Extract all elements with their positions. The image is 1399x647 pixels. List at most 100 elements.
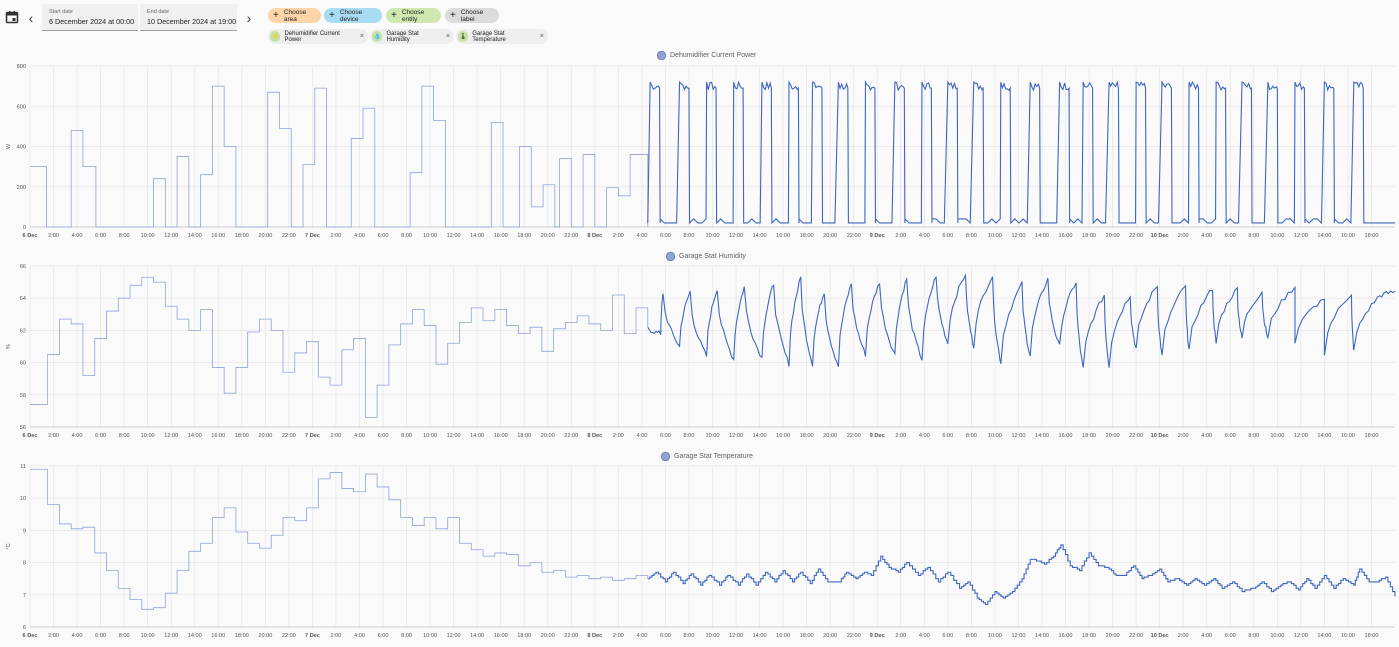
x-tick-label: 4:00 xyxy=(72,433,83,439)
start-date-field[interactable]: Start date 6 December 2024 at 00:00 xyxy=(42,4,138,31)
series-line-dense xyxy=(647,80,1395,225)
power-chart[interactable]: 6 Dec 2:00 4:00 6:00 8:00 10:00 12:00 14:00 16:0… xyxy=(0,60,1399,242)
choose-area-label: Choose area xyxy=(283,8,307,23)
x-tick-label: 22:00 xyxy=(847,633,861,639)
x-tick-label: 2:00 xyxy=(1178,233,1189,239)
x-tick-label: 10:00 xyxy=(988,233,1002,239)
x-tick-label: 4:00 xyxy=(1201,433,1212,439)
plus-icon: + xyxy=(329,9,335,21)
x-tick-label: 8:00 xyxy=(401,233,412,239)
x-tick-label: 4:00 xyxy=(919,433,930,439)
toolbar: ‹ Start date 6 December 2024 at 00:00 En… xyxy=(0,0,1399,50)
x-tick-label: 14:00 xyxy=(1317,433,1331,439)
x-tick-label: 10:00 xyxy=(423,633,437,639)
close-icon[interactable]: × xyxy=(445,33,450,40)
start-date-label: Start date xyxy=(49,9,73,15)
calendar-icon[interactable] xyxy=(5,10,19,24)
legend-garage-humidity[interactable]: Garage Stat Humidity xyxy=(666,252,746,261)
thermometer-icon: 🌡 xyxy=(458,31,469,42)
close-icon[interactable]: × xyxy=(359,33,364,40)
x-tick-label: 6:00 xyxy=(660,633,671,639)
y-tick-label: 0 xyxy=(23,225,26,231)
x-tick-label: 9 Dec xyxy=(870,233,885,239)
choose-device-button[interactable]: + Choose device xyxy=(324,8,382,23)
x-tick-label: 6:00 xyxy=(1225,233,1236,239)
chart-title: Garage Stat Temperature xyxy=(674,453,753,460)
temperature-chart[interactable]: 6 Dec 2:00 4:00 6:00 8:00 10:00 12:00 14:00 16:0… xyxy=(0,460,1399,642)
x-tick-label: 4:00 xyxy=(919,233,930,239)
x-tick-label: 10:00 xyxy=(423,433,437,439)
x-tick-label: 16:00 xyxy=(1341,433,1355,439)
x-tick-label: 22:00 xyxy=(1129,433,1143,439)
x-tick-label: 16:00 xyxy=(494,233,508,239)
x-tick-label: 8 Dec xyxy=(587,633,602,639)
x-tick-label: 6:00 xyxy=(95,433,106,439)
lightning-icon: ⚡ xyxy=(270,31,281,42)
x-tick-label: 14:00 xyxy=(470,633,484,639)
x-tick-label: 6:00 xyxy=(378,433,389,439)
x-tick-label: 16:00 xyxy=(1341,633,1355,639)
x-tick-label: 8:00 xyxy=(401,633,412,639)
close-icon[interactable]: × xyxy=(539,33,544,40)
legend-dehumidifier-power[interactable]: Dehumidifier Current Power xyxy=(657,51,756,60)
chevron-left-icon[interactable]: ‹ xyxy=(28,10,34,26)
x-tick-label: 2:00 xyxy=(1178,633,1189,639)
x-tick-label: 6:00 xyxy=(660,433,671,439)
choose-label-label: Choose label xyxy=(460,8,484,23)
x-tick-label: 20:00 xyxy=(823,233,837,239)
x-tick-label: 22:00 xyxy=(564,633,578,639)
y-axis-label: % xyxy=(6,344,12,349)
x-tick-label: 6:00 xyxy=(95,633,106,639)
x-tick-label: 2:00 xyxy=(48,633,59,639)
x-tick-label: 4:00 xyxy=(636,433,647,439)
x-tick-label: 16:00 xyxy=(211,433,225,439)
x-tick-label: 8:00 xyxy=(684,433,695,439)
humidity-chart[interactable]: 6 Dec 2:00 4:00 6:00 8:00 10:00 12:00 14:00 16:0… xyxy=(0,260,1399,442)
entity-tag-label: Dehumidifier Current Power xyxy=(284,30,340,43)
x-tick-label: 12:00 xyxy=(164,633,178,639)
y-tick-label: 64 xyxy=(20,296,26,302)
x-tick-label: 4:00 xyxy=(72,233,83,239)
x-tick-label: 12:00 xyxy=(1011,633,1025,639)
x-tick-label: 10:00 xyxy=(706,233,720,239)
x-tick-label: 20:00 xyxy=(541,433,555,439)
x-tick-label: 8:00 xyxy=(119,433,130,439)
x-tick-label: 14:00 xyxy=(188,633,202,639)
x-tick-label: 12:00 xyxy=(1011,233,1025,239)
x-tick-label: 6 Dec xyxy=(23,433,38,439)
choose-label-button[interactable]: + Choose label xyxy=(445,8,499,23)
chevron-right-icon[interactable]: › xyxy=(246,10,252,26)
x-tick-label: 2:00 xyxy=(895,233,906,239)
x-tick-label: 12:00 xyxy=(729,433,743,439)
x-tick-label: 8:00 xyxy=(966,233,977,239)
x-tick-label: 12:00 xyxy=(447,633,461,639)
series-line-dense xyxy=(647,273,1396,368)
choose-device-label: Choose device xyxy=(339,8,363,23)
x-tick-label: 16:00 xyxy=(494,633,508,639)
x-tick-label: 16:00 xyxy=(1059,433,1073,439)
end-date-field[interactable]: End date 10 December 2024 at 19:00 xyxy=(140,4,237,31)
x-tick-label: 6:00 xyxy=(95,233,106,239)
x-tick-label: 18:00 xyxy=(1082,433,1096,439)
series-line-early xyxy=(30,468,649,610)
x-tick-label: 16:00 xyxy=(494,433,508,439)
x-tick-label: 16:00 xyxy=(776,433,790,439)
x-tick-label: 12:00 xyxy=(1011,433,1025,439)
choose-area-button[interactable]: + Choose area xyxy=(268,8,321,23)
x-tick-label: 22:00 xyxy=(847,433,861,439)
x-tick-label: 20:00 xyxy=(1106,233,1120,239)
x-tick-label: 22:00 xyxy=(1129,633,1143,639)
x-tick-label: 8:00 xyxy=(684,633,695,639)
y-tick-label: 62 xyxy=(20,328,26,334)
x-tick-label: 8:00 xyxy=(966,433,977,439)
x-tick-label: 16:00 xyxy=(1059,233,1073,239)
x-tick-label: 8:00 xyxy=(119,633,130,639)
x-tick-label: 18:00 xyxy=(517,233,531,239)
x-tick-label: 18:00 xyxy=(235,633,249,639)
x-tick-label: 10:00 xyxy=(141,433,155,439)
x-tick-label: 12:00 xyxy=(729,233,743,239)
legend-garage-temperature[interactable]: Garage Stat Temperature xyxy=(661,452,753,461)
plus-icon: + xyxy=(273,9,279,21)
y-tick-label: 8 xyxy=(23,561,26,567)
choose-entity-button[interactable]: + Choose entity xyxy=(386,8,441,23)
